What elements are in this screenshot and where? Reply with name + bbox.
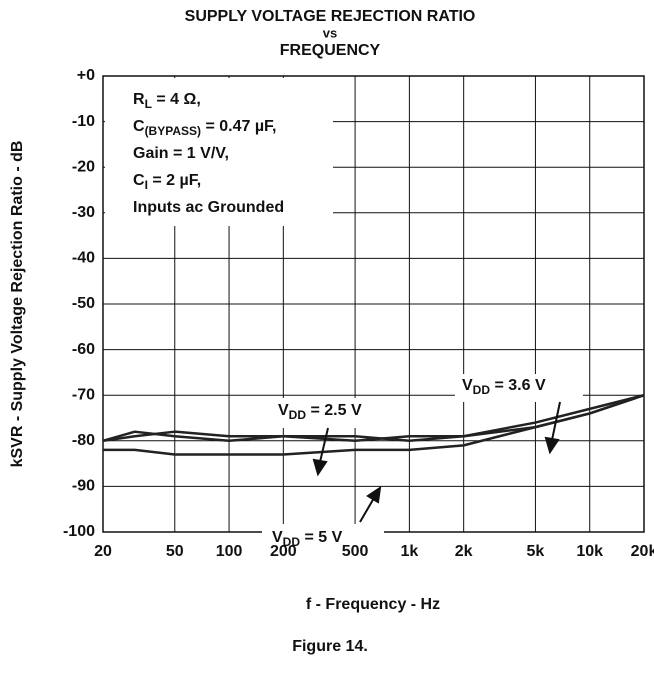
text-part: V (278, 402, 289, 419)
text-part: = 3.6 V (490, 377, 546, 394)
label-box (455, 374, 583, 402)
text-part: DD (473, 383, 491, 397)
y-axis-label: kSVR - Supply Voltage Rejection Ratio - … (9, 141, 26, 468)
text-part: = 4 Ω, (152, 91, 201, 108)
x-axis-label: f - Frequency - Hz (306, 596, 440, 613)
lines (102, 393, 645, 456)
series-line (102, 393, 645, 443)
annotation: CI = 2 µF, (133, 172, 201, 192)
series-line (103, 394, 645, 456)
text-part: = 5 V (300, 529, 343, 546)
series-label: VDD = 5 V (272, 529, 343, 549)
chart-title: FREQUENCY (280, 42, 381, 59)
y-tick-label: -50 (72, 295, 95, 312)
y-tick-label: -90 (72, 478, 95, 495)
text-part: L (145, 97, 152, 111)
x-tick-label: 5k (527, 543, 545, 560)
text-part: DD (283, 535, 301, 549)
x-tick-label: 10k (576, 543, 603, 560)
caption: Figure 14. (292, 638, 368, 655)
x-tick-label: 2k (455, 543, 473, 560)
x-tick-label: 500 (342, 543, 369, 560)
label-box (262, 524, 384, 556)
y-tick-label: -20 (72, 158, 95, 175)
y-tick-label: -40 (72, 250, 95, 267)
annotation: Gain = 1 V/V, (133, 145, 229, 162)
y-tick-label: -60 (72, 341, 95, 358)
x-tick-label: 200 (270, 543, 297, 560)
text-part: V (272, 529, 283, 546)
y-tick-label: -70 (72, 386, 95, 403)
text-part: = 0.47 µF, (201, 118, 276, 135)
text-part: = 2 µF, (148, 172, 201, 189)
x-tick-label: 1k (400, 543, 418, 560)
x-tick-label: 50 (166, 543, 184, 560)
annotation-box (105, 78, 333, 226)
chart-title: vs (323, 25, 337, 40)
text-part: (BYPASS) (145, 124, 201, 138)
text-part: Gain = 1 V/V, (133, 145, 229, 162)
annotation: RL = 4 Ω, (133, 91, 201, 111)
text-part: C (133, 172, 145, 189)
x-tick-label: 20k (631, 543, 654, 560)
x-tick-label: 20 (94, 543, 112, 560)
text-part: = 2.5 V (306, 402, 362, 419)
y-tick-label: -80 (72, 432, 95, 449)
y-tick-label: -30 (72, 204, 95, 221)
series-label: VDD = 2.5 V (278, 402, 362, 422)
arrows (312, 401, 561, 523)
y-tick-label: +0 (77, 67, 95, 84)
text-part: I (145, 178, 148, 192)
y-tick-label: -10 (72, 113, 95, 130)
text-part: DD (289, 408, 307, 422)
text-part: Inputs ac Grounded (133, 199, 284, 216)
series-label: VDD = 3.6 V (462, 377, 546, 397)
y-tick-label: -100 (63, 523, 95, 540)
text-part: V (462, 377, 473, 394)
text-part: R (133, 91, 145, 108)
label-box (268, 398, 370, 428)
x-tick-label: 100 (216, 543, 243, 560)
chart-title: SUPPLY VOLTAGE REJECTION RATIO (185, 8, 476, 25)
annotation: C(BYPASS) = 0.47 µF, (133, 118, 277, 138)
annotation: Inputs ac Grounded (133, 199, 284, 216)
text-part: C (133, 118, 145, 135)
